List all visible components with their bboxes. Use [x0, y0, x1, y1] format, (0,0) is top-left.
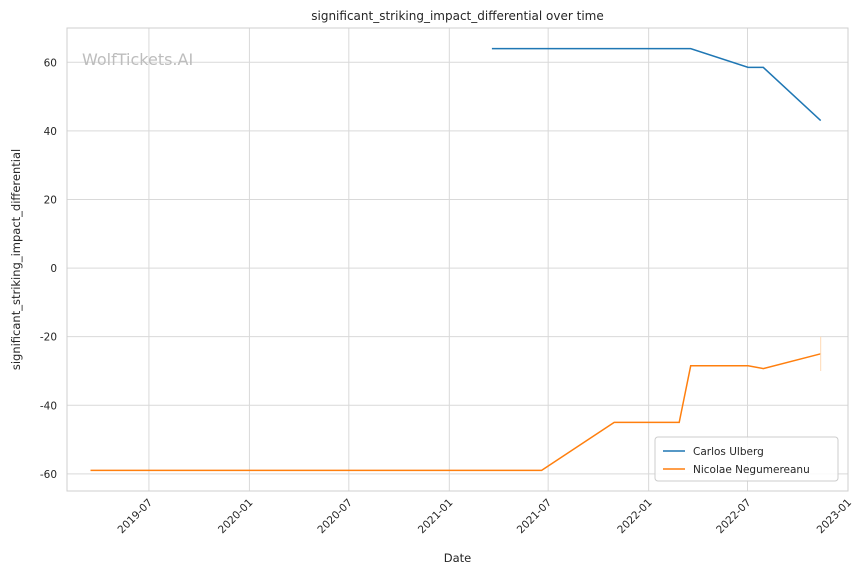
legend-box: [654, 436, 839, 482]
series-line-1: [90, 353, 821, 472]
y-tick-label: 60: [44, 57, 57, 69]
series-line-0: [491, 47, 822, 122]
y-tick-label: 20: [44, 194, 57, 206]
plot-frame: [66, 27, 849, 492]
y-tick-label: -40: [40, 400, 57, 412]
x-axis-title: Date: [444, 551, 472, 565]
x-tick-label: 2021-07: [515, 497, 555, 537]
y-tick-label: 0: [50, 263, 57, 275]
y-tick-label: -60: [40, 469, 57, 481]
x-tick-label: 2022-07: [714, 497, 754, 537]
x-tick-label: 2023-01: [815, 497, 855, 537]
x-tick-label: 2021-01: [416, 497, 456, 537]
legend-label-0: Carlos Ulberg: [693, 446, 764, 458]
series-lines: [90, 47, 822, 472]
x-tick-label: 2020-07: [315, 497, 355, 537]
chart-title: significant_striking_impact_differential…: [311, 9, 603, 23]
legend: Carlos Ulberg Nicolae Negumereanu: [654, 436, 839, 482]
axes-frame: [66, 27, 849, 492]
x-tick-label: 2022-01: [615, 497, 655, 537]
legend-label-1: Nicolae Negumereanu: [693, 464, 810, 476]
x-tick-label: 2019-07: [116, 497, 156, 537]
grid: [67, 28, 849, 491]
x-tick-label: 2020-01: [216, 497, 256, 537]
y-tick-label: -20: [40, 332, 57, 344]
y-tick-label: 40: [44, 126, 57, 138]
watermark-text: WolfTickets.AI: [82, 50, 193, 69]
y-axis-title: significant_striking_impact_differential: [9, 149, 23, 370]
